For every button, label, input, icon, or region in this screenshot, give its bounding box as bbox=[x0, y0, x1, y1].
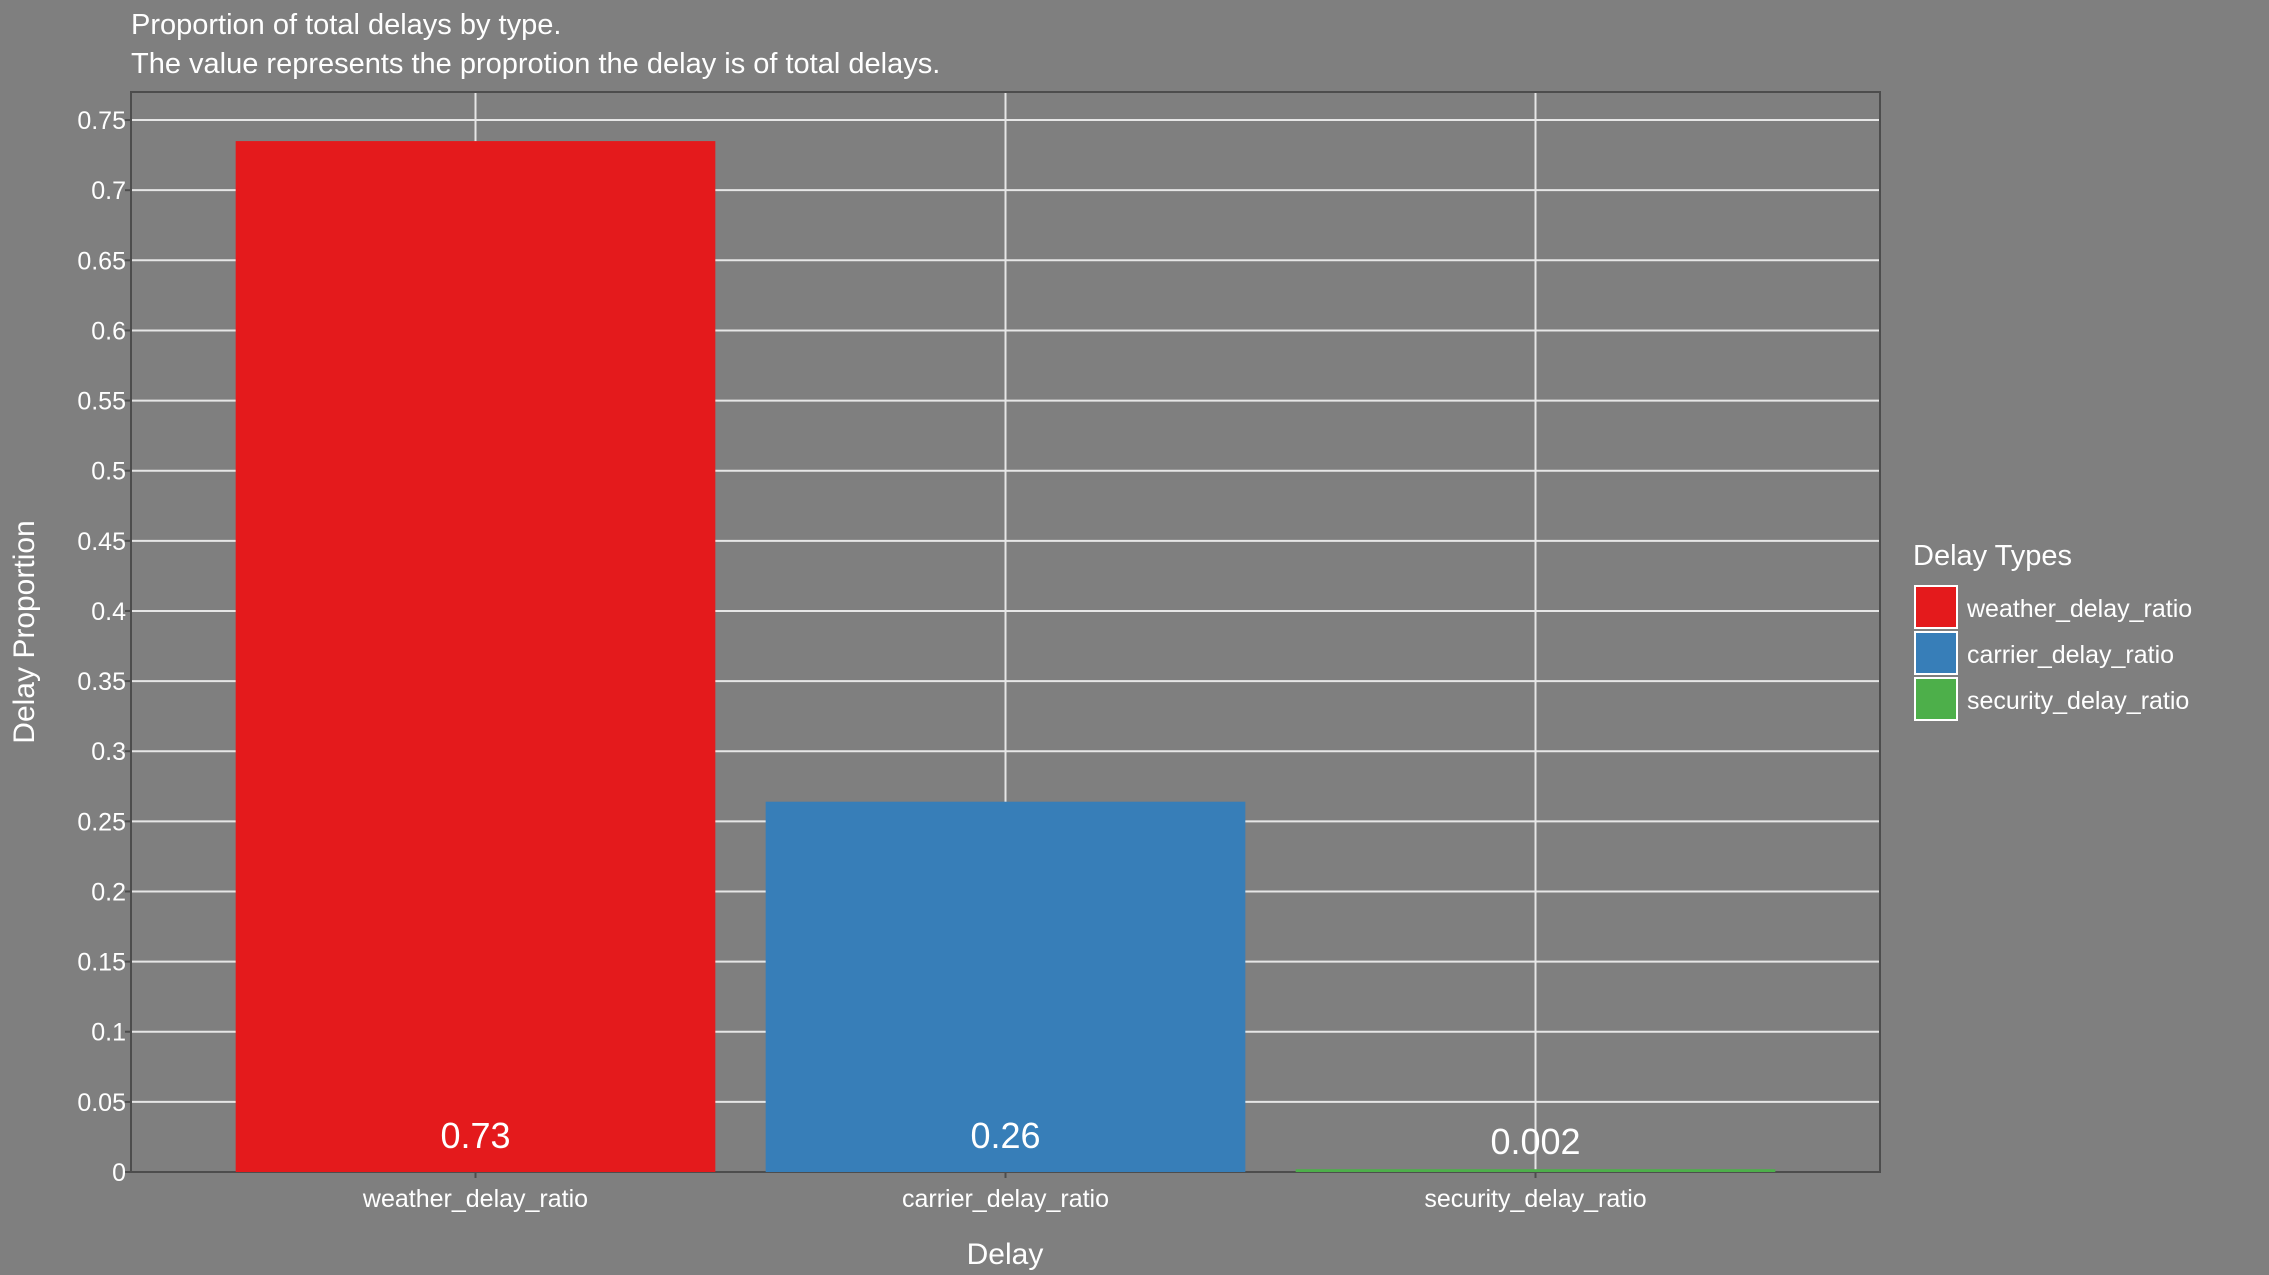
y-tick-label: 0.65 bbox=[77, 247, 126, 275]
legend-items: weather_delay_ratio carrier_delay_ratiose… bbox=[1914, 585, 2192, 721]
data-label: 0.73 bbox=[440, 1115, 510, 1156]
tick-labels: 0 0.05 0.1 0.15 0.2 0.25 0.3 0.35 0.4 0.45 0.5 0.55… bbox=[77, 107, 1646, 1213]
y-tick-label: 0 bbox=[112, 1159, 126, 1187]
y-tick-label: 0.25 bbox=[77, 808, 126, 836]
y-tick-label: 0.5 bbox=[91, 458, 126, 486]
legend-label: carrier_delay_ratio bbox=[1967, 641, 2174, 669]
x-axis-label: Delay bbox=[967, 1238, 1044, 1271]
bar-security-delay-ratio bbox=[1295, 1169, 1776, 1172]
data-label: 0.002 bbox=[1490, 1121, 1580, 1162]
chart-title: Proportion of total delays by type. bbox=[131, 9, 561, 41]
bars bbox=[235, 141, 1776, 1172]
y-tick-label: 0.4 bbox=[91, 598, 126, 626]
legend-swatch bbox=[1914, 677, 1958, 721]
y-tick-label: 0.35 bbox=[77, 668, 126, 696]
legend-label: security_delay_ratio bbox=[1967, 687, 2189, 715]
y-tick-label: 0.05 bbox=[77, 1089, 126, 1117]
y-tick-label: 0.75 bbox=[77, 107, 126, 135]
x-tick-label: security_delay_ratio bbox=[1424, 1185, 1646, 1213]
legend-swatch bbox=[1914, 585, 1958, 629]
data-labels: 0.73 0.26 0.002 bbox=[440, 1115, 1580, 1162]
y-tick-label: 0.55 bbox=[77, 388, 126, 416]
y-tick-label: 0.6 bbox=[91, 317, 126, 345]
y-tick-label: 0.3 bbox=[91, 738, 126, 766]
chart-subtitle: The value represents the proprotion the … bbox=[131, 48, 940, 80]
y-axis-label: Delay Proportion bbox=[8, 520, 41, 743]
y-tick-label: 0.2 bbox=[91, 878, 126, 906]
legend-swatch bbox=[1914, 631, 1958, 675]
y-tick-label: 0.7 bbox=[91, 177, 126, 205]
legend-label: weather_delay_ratio bbox=[1966, 595, 2192, 623]
bar-carrier-delay-ratio bbox=[765, 801, 1246, 1172]
x-tick-label: carrier_delay_ratio bbox=[902, 1185, 1109, 1213]
bar-weather-delay-ratio bbox=[235, 141, 716, 1172]
legend: Delay Types weather_delay_ratio carrier_d… bbox=[1913, 540, 2192, 721]
legend-title: Delay Types bbox=[1913, 540, 2072, 572]
y-tick-label: 0.45 bbox=[77, 528, 126, 556]
y-tick-label: 0.1 bbox=[91, 1019, 126, 1047]
y-tick-label: 0.15 bbox=[77, 949, 126, 977]
x-tick-label: weather_delay_ratio bbox=[362, 1185, 588, 1213]
data-label: 0.26 bbox=[970, 1115, 1040, 1156]
